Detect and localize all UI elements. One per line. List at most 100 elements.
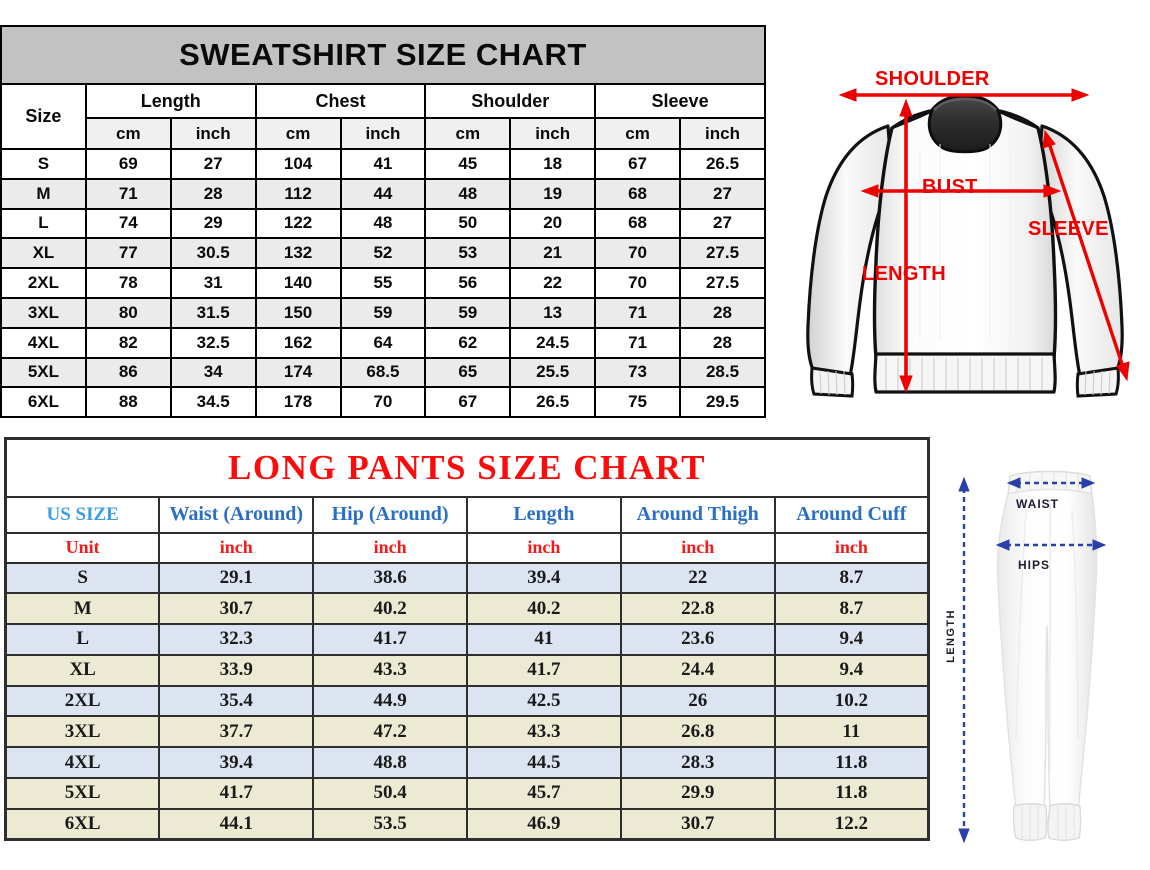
sweatshirt-cell-value: 41 <box>339 148 427 180</box>
pants-cell-value: 28.3 <box>619 746 776 780</box>
shoulder-arrow <box>838 88 1090 102</box>
sweatshirt-cell-value: 28.5 <box>679 356 766 389</box>
sweatshirt-cell-value: 29.5 <box>679 386 766 419</box>
sweatshirt-garment <box>806 94 1124 398</box>
sweatshirt-cell-value: 71 <box>84 177 172 210</box>
sweatshirt-cell-size: 3XL <box>0 296 87 329</box>
sweatshirt-row-m: M 71 28 112 44 48 19 68 27 <box>0 177 766 210</box>
sweatshirt-diagram: SHOULDER BUST SLEEVE LENGTH <box>780 40 1150 412</box>
pants-header-around-thigh: Around Thigh <box>619 495 776 534</box>
pants-cell-value: 43.3 <box>465 715 622 749</box>
sweatshirt-cell-value: 21 <box>509 237 597 270</box>
pants-unit-row: Unit inch inch inch inch inch <box>4 531 930 564</box>
sweatshirt-group-sleeve: Sleeve <box>594 83 766 119</box>
pants-row-2xl: 2XL 35.4 44.9 42.5 26 10.2 <box>4 684 930 718</box>
pants-cell-value: 39.4 <box>158 746 315 780</box>
sweatshirt-cell-size: XL <box>0 237 87 270</box>
sweatshirt-cell-value: 30.5 <box>169 237 257 270</box>
pants-cell-value: 46.9 <box>465 807 622 841</box>
pants-cell-value: 53.5 <box>312 807 468 841</box>
sweatshirt-cell-value: 13 <box>509 296 597 329</box>
pants-cell-value: 24.4 <box>619 653 776 687</box>
sweatshirt-cell-value: 28 <box>679 326 766 359</box>
sweatshirt-cell-value: 56 <box>424 267 512 299</box>
pants-cell-size: 4XL <box>4 746 161 780</box>
pants-label-hips: HIPS <box>1018 558 1051 572</box>
sweatshirt-cell-value: 86 <box>84 356 172 389</box>
sweatshirt-cell-value: 45 <box>424 148 512 180</box>
pants-row-6xl: 6XL 44.1 53.5 46.9 30.7 12.2 <box>4 807 930 841</box>
sweatshirt-illustration <box>806 88 1130 398</box>
pants-cell-value: 30.7 <box>619 807 776 841</box>
pants-cell-value: 41 <box>465 623 622 656</box>
pants-size-table: LONG PANTS SIZE CHART US SIZE Waist (Aro… <box>4 437 930 842</box>
pants-cell-value: 41.7 <box>312 623 468 656</box>
sweatshirt-cell-size: L <box>0 207 87 240</box>
pants-chart-title: LONG PANTS SIZE CHART <box>4 437 930 498</box>
sweatshirt-cell-value: 29 <box>169 207 257 240</box>
sweatshirt-cell-value: 78 <box>84 267 172 299</box>
sweatshirt-row-s: S 69 27 104 41 45 18 67 26.5 <box>0 148 766 180</box>
sweatshirt-cell-value: 44 <box>339 177 427 210</box>
sweatshirt-cell-value: 82 <box>84 326 172 359</box>
sweatshirt-row-5xl: 5XL 86 34 174 68.5 65 25.5 73 28.5 <box>0 356 766 389</box>
pants-cell-value: 42.5 <box>465 684 622 718</box>
pants-garment <box>996 470 1098 841</box>
sweatshirt-cell-value: 70 <box>594 267 681 299</box>
pants-row-4xl: 4XL 39.4 48.8 44.5 28.3 11.8 <box>4 746 930 780</box>
pants-cell-value: 23.6 <box>619 623 776 656</box>
pants-row-s: S 29.1 38.6 39.4 22 8.7 <box>4 561 930 595</box>
pants-cell-value: 12.2 <box>773 807 930 841</box>
pants-cell-value: 30.7 <box>158 592 315 626</box>
sweatshirt-cell-value: 80 <box>84 296 172 329</box>
pants-label-waist: WAIST <box>1016 497 1059 511</box>
sweatshirt-table-body: S 69 27 104 41 45 18 67 26.5 M 71 28 112 44 48 19 68 27 L 7… <box>0 148 766 419</box>
pants-cell-value: 40.2 <box>312 592 468 626</box>
pants-unit-cuff: inch <box>773 531 930 564</box>
sweatshirt-cell-value: 68.5 <box>339 356 427 389</box>
pants-cell-value: 44.1 <box>158 807 315 841</box>
pants-cell-value: 29.1 <box>158 561 315 595</box>
pants-cell-size: 5XL <box>4 777 161 810</box>
sweatshirt-cell-value: 55 <box>339 267 427 299</box>
sweatshirt-cell-value: 68 <box>594 177 681 210</box>
sweatshirt-cell-value: 71 <box>594 326 681 359</box>
sweatshirt-cell-value: 112 <box>254 177 342 210</box>
sweatshirt-cell-value: 74 <box>84 207 172 240</box>
sweatshirt-cell-value: 62 <box>424 326 512 359</box>
sweatshirt-unit-sleeve-cm: cm <box>594 117 681 150</box>
sweatshirt-cell-value: 178 <box>254 386 342 419</box>
pants-unit-label: Unit <box>4 531 161 564</box>
sweatshirt-cell-value: 104 <box>254 148 342 180</box>
pants-cell-value: 8.7 <box>773 561 930 595</box>
sweatshirt-cell-value: 34 <box>169 356 257 389</box>
pants-cell-value: 33.9 <box>158 653 315 687</box>
sweatshirt-cell-value: 27.5 <box>679 267 766 299</box>
pants-cell-size: XL <box>4 653 161 687</box>
sweatshirt-row-l: L 74 29 122 48 50 20 68 27 <box>0 207 766 240</box>
pants-cell-value: 11.8 <box>773 777 930 810</box>
sweatshirt-cell-value: 28 <box>679 296 766 329</box>
pants-length-arrow <box>958 476 970 844</box>
pants-cell-size: 3XL <box>4 715 161 749</box>
pants-cell-size: M <box>4 592 161 626</box>
pants-header-row: US SIZE Waist (Around) Hip (Around) Leng… <box>4 495 930 534</box>
length-arrow <box>899 98 913 394</box>
pants-cell-value: 41.7 <box>158 777 315 810</box>
pants-cell-size: S <box>4 561 161 595</box>
sweatshirt-cell-value: 67 <box>424 386 512 419</box>
sweatshirt-cell-value: 59 <box>424 296 512 329</box>
bust-arrow <box>860 184 1062 198</box>
sweatshirt-row-3xl: 3XL 80 31.5 150 59 59 13 71 28 <box>0 296 766 329</box>
sweatshirt-cell-value: 32.5 <box>169 326 257 359</box>
sweatshirt-unit-header-row: cm inch cm inch cm inch cm inch <box>1 117 766 150</box>
pants-cell-value: 40.2 <box>465 592 622 626</box>
pants-cell-value: 48.8 <box>312 746 468 780</box>
pants-measure-arrows <box>958 476 1107 844</box>
sweatshirt-cell-value: 68 <box>594 207 681 240</box>
hips-arrow <box>995 539 1107 551</box>
sweatshirt-group-chest: Chest <box>254 83 427 119</box>
sweatshirt-cell-size: 4XL <box>0 326 87 359</box>
pants-cell-value: 26 <box>619 684 776 718</box>
sweatshirt-cell-value: 22 <box>509 267 597 299</box>
